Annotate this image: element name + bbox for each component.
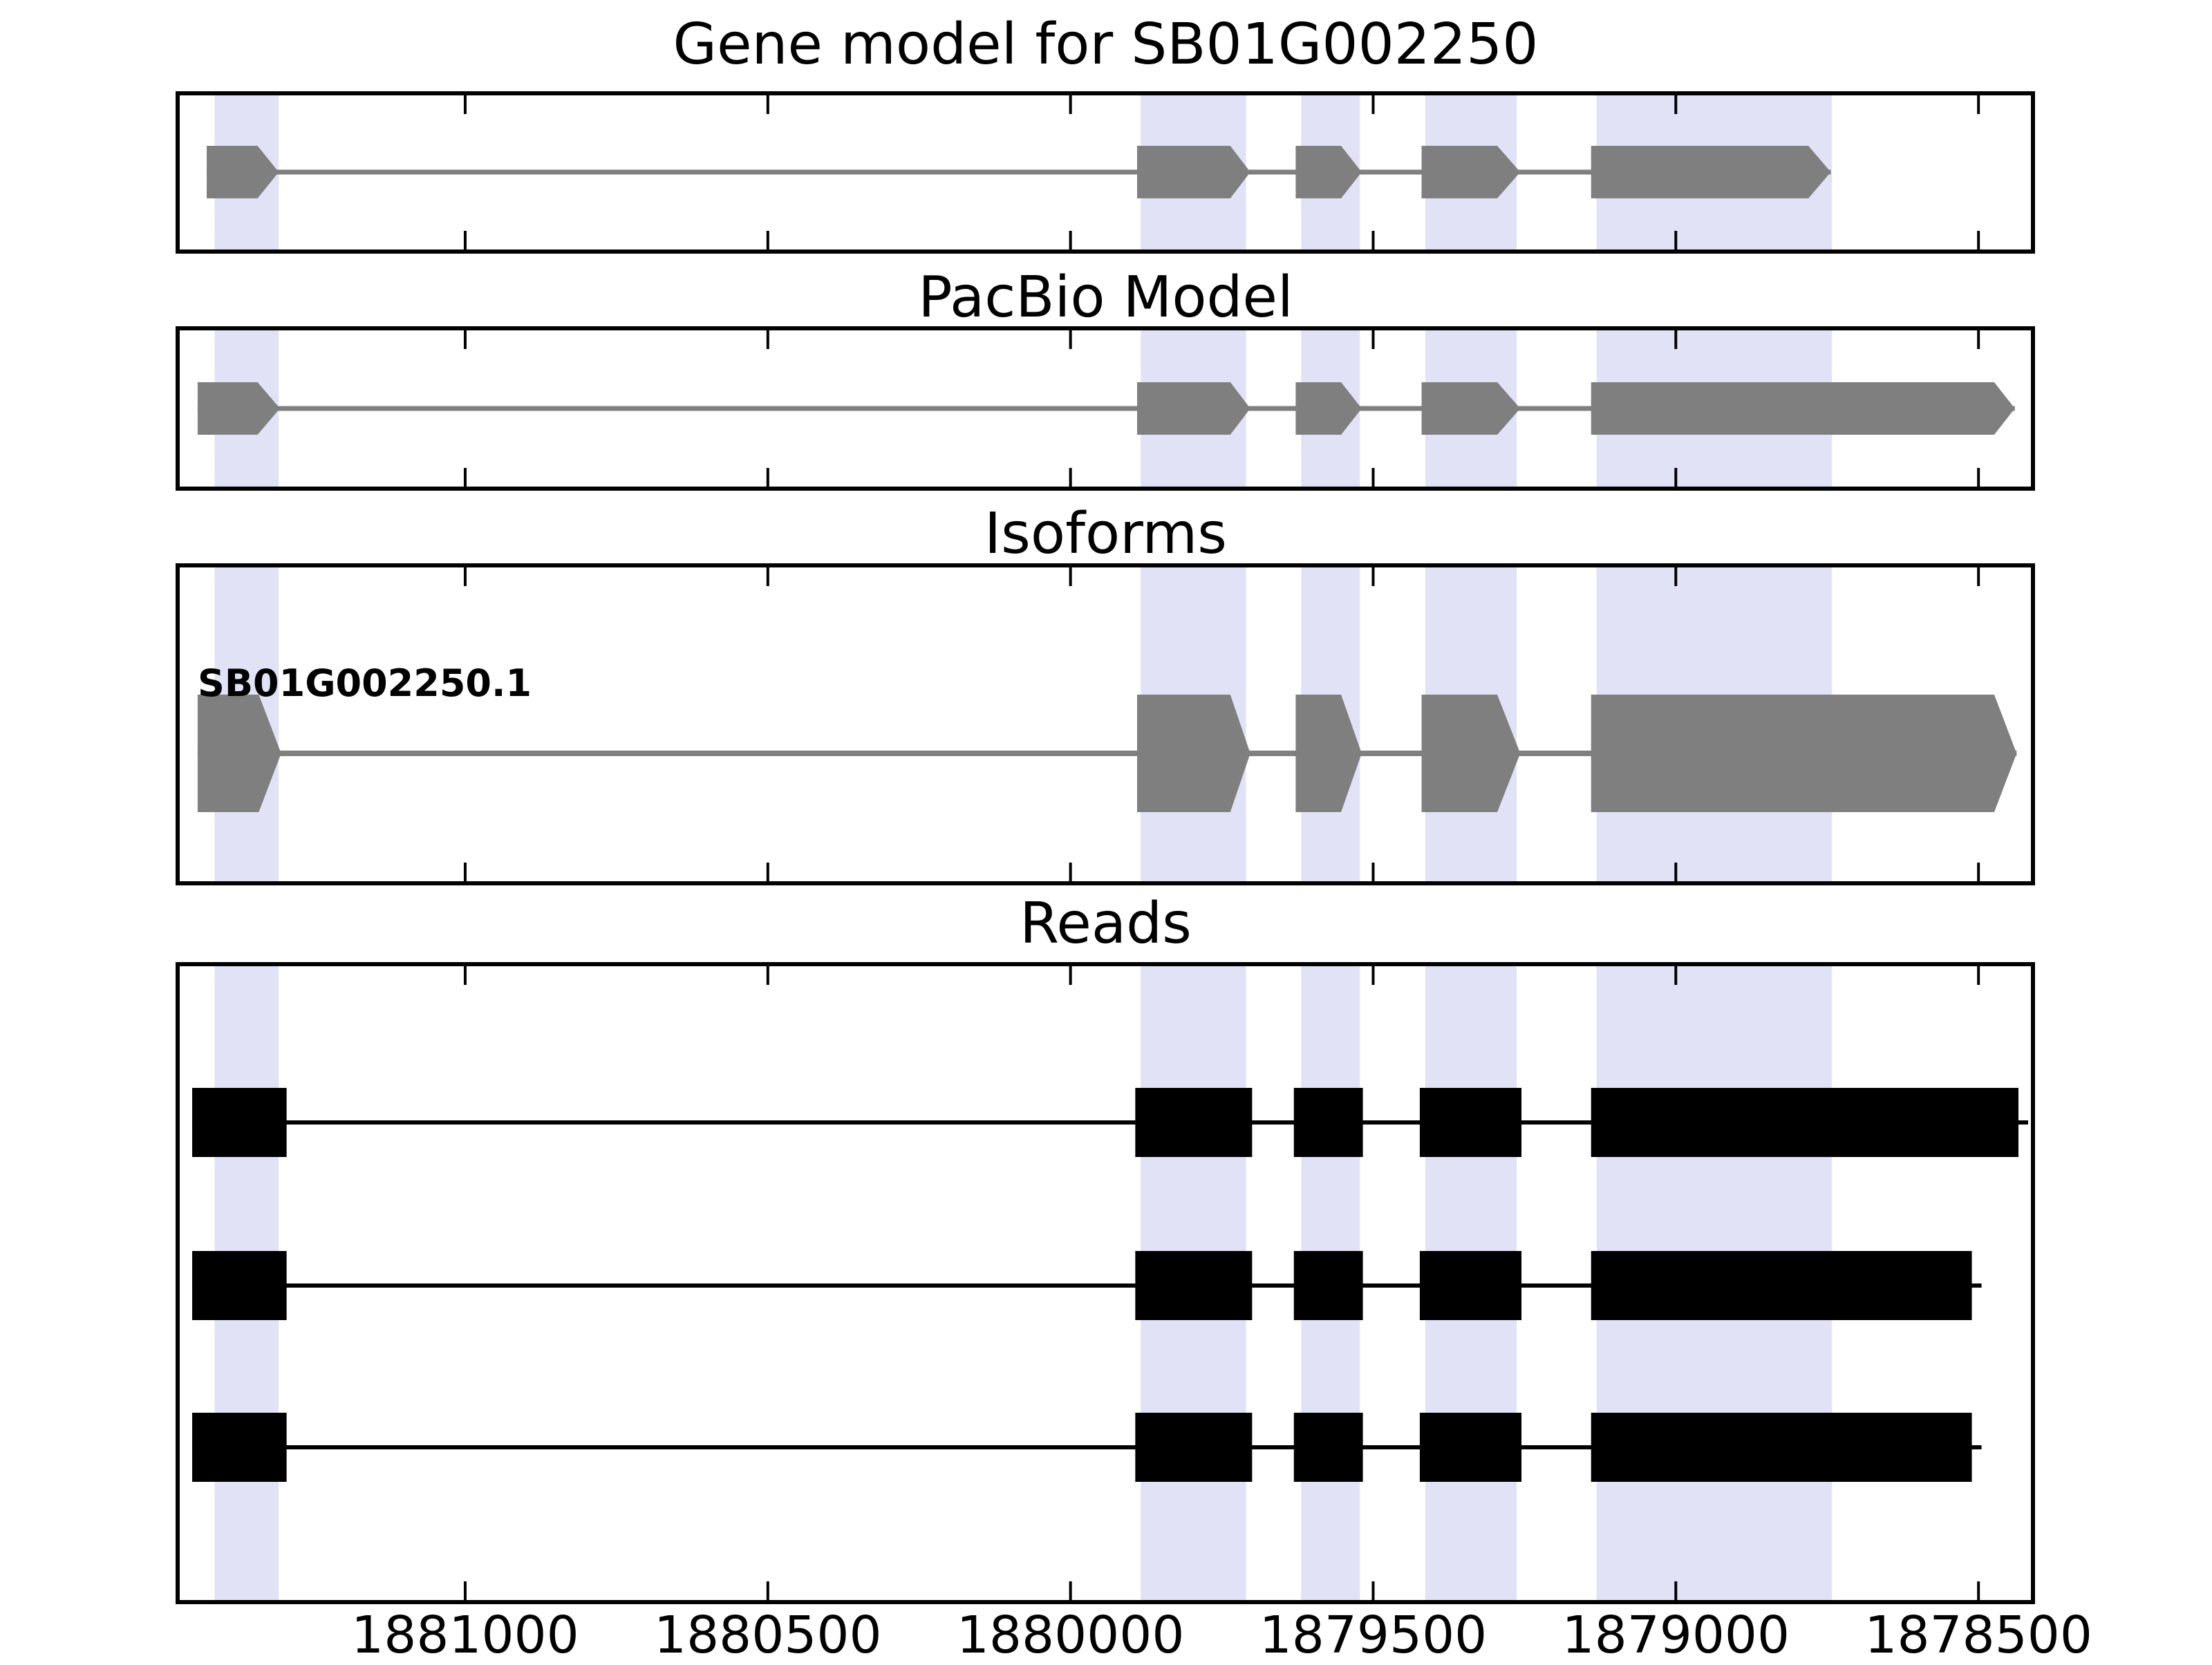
exon-arrow [207,146,279,198]
panel-border [176,962,2035,1604]
exon-arrow [1136,146,1250,198]
panel-gene-model [176,91,2035,254]
exon-arrow [1421,695,1521,812]
x-tick-label: 1881000 [351,1606,579,1665]
read-exon-block [192,1251,287,1320]
read-exon-block [1419,1413,1522,1482]
x-tick-label: 1879000 [1562,1606,1790,1665]
panel-border [176,326,2035,491]
read-exon-block [1293,1413,1363,1482]
exon-arrow [1295,695,1362,812]
exon-arrow [1295,382,1362,435]
exon-arrow [1591,695,2017,812]
panel-title-isoforms: Isoforms [984,501,1227,567]
panel-pacbio [176,326,2035,491]
exon-arrow [1591,146,1831,198]
x-tick-label: 1878500 [1864,1606,2092,1665]
exon-arrow [197,382,280,435]
read-exon-block [1419,1088,1522,1157]
read-exon-block [1293,1251,1363,1320]
exon-arrow [197,695,281,812]
x-tick-label: 1880000 [956,1606,1185,1665]
isoform-name-label: SB01G002250.1 [198,661,532,705]
panel-border [176,91,2035,254]
read-exon-block [1591,1413,1972,1482]
exon-arrow [1421,146,1521,198]
read-exon-block [192,1088,287,1157]
exon-arrow [1591,382,2015,435]
panel-reads [176,962,2035,1604]
read-exon-block [1135,1413,1253,1482]
read-exon-block [1293,1088,1363,1157]
exon-arrow [1295,146,1362,198]
x-tick-label: 1879500 [1259,1606,1488,1665]
panel-title-gene-model: Gene model for SB01G002250 [673,12,1539,77]
read-exon-block [1591,1251,1972,1320]
x-tick-label: 1880500 [654,1606,882,1665]
panel-isoforms [176,563,2035,885]
read-exon-block [192,1413,287,1482]
read-exon-block [1419,1251,1522,1320]
exon-arrow [1136,382,1250,435]
panel-title-reads: Reads [1020,891,1192,957]
panel-border [176,563,2035,885]
read-exon-block [1135,1251,1253,1320]
read-exon-block [1591,1088,2018,1157]
read-exon-block [1135,1088,1253,1157]
exon-arrow [1421,382,1521,435]
panel-title-pacbio: PacBio Model [918,265,1293,330]
exon-arrow [1136,695,1250,812]
